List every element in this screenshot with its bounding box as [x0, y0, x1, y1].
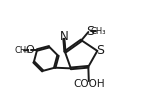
Text: COOH: COOH — [73, 79, 105, 89]
Text: O: O — [25, 45, 34, 55]
Text: S: S — [96, 44, 104, 57]
Text: CH₃: CH₃ — [91, 27, 106, 36]
Text: CH₃: CH₃ — [14, 46, 30, 55]
Text: S: S — [86, 25, 94, 38]
Text: N: N — [60, 30, 69, 43]
